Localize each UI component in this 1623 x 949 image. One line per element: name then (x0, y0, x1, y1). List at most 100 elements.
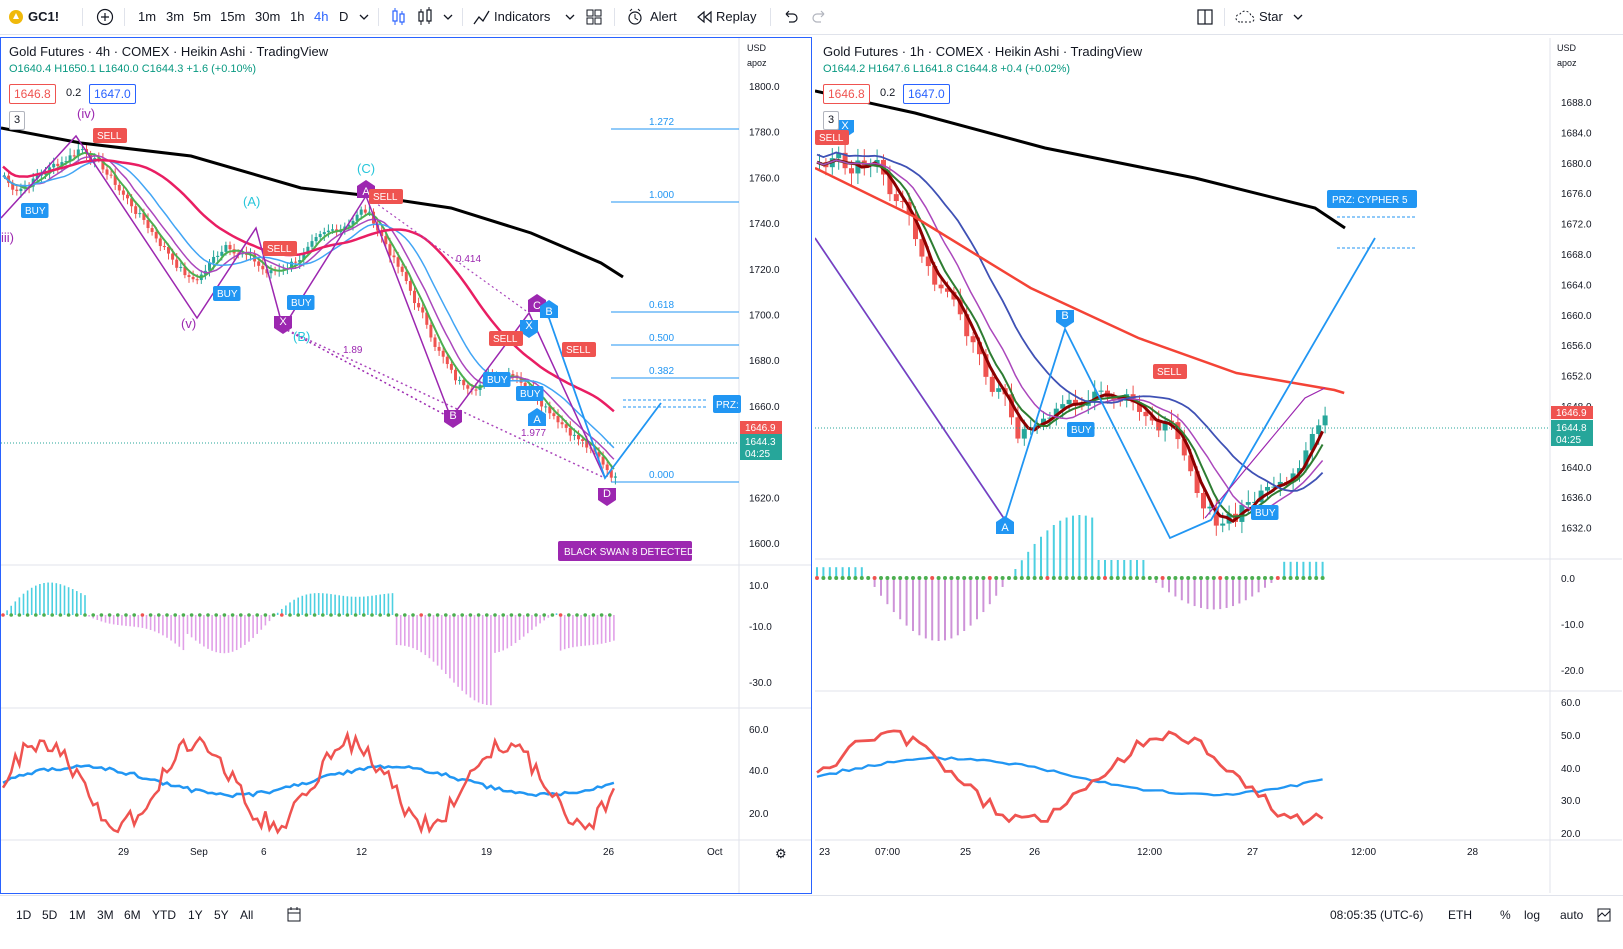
range-1D[interactable]: 1D (16, 908, 32, 922)
range-5Y[interactable]: 5Y (214, 908, 229, 922)
left-settings-icon[interactable]: ⚙ (775, 846, 787, 861)
timeframe-D[interactable]: D (339, 9, 349, 24)
left-indicator-count[interactable]: 3 (9, 111, 26, 130)
timeframe-4h[interactable]: 4h (314, 9, 329, 24)
clock-time[interactable]: 08:05:35 (UTC-6) (1330, 908, 1424, 922)
right-ma-green (816, 159, 1324, 518)
timeframe-1m[interactable]: 1m (138, 9, 157, 24)
left-osc-dot (542, 613, 546, 617)
add-symbol-icon[interactable] (96, 0, 114, 34)
left-sell-signal: SELL (566, 345, 591, 356)
left-point-X: X (279, 316, 287, 328)
left-osc-dot (157, 613, 161, 617)
indicators-icon[interactable] (472, 0, 490, 34)
date-range-icon[interactable] (286, 896, 302, 934)
left-candle (56, 163, 60, 167)
left-candle (183, 266, 187, 276)
auto-toggle[interactable]: auto (1560, 908, 1584, 922)
left-candle (76, 149, 80, 156)
right-osc-dot (834, 576, 839, 580)
left-candle (380, 230, 384, 237)
chart-type-icon[interactable] (416, 0, 434, 34)
range-YTD[interactable]: YTD (152, 908, 176, 922)
right-candle (855, 160, 861, 174)
left-candle (343, 226, 347, 230)
range-All[interactable]: All (240, 908, 254, 922)
right-candle (1041, 418, 1046, 425)
left-candle (466, 385, 470, 389)
templates-icon[interactable] (585, 0, 603, 34)
cloud-icon[interactable] (1234, 0, 1256, 34)
left-ask-box[interactable]: 1647.0 (89, 84, 136, 104)
left-osc-dot (75, 613, 79, 617)
right-ask-box[interactable]: 1647.0 (903, 84, 950, 104)
timeframe-dropdown-icon[interactable] (358, 0, 370, 34)
right-osc-dot (1192, 576, 1197, 580)
right-rsi-tick: 60.0 (1561, 698, 1581, 709)
range-3M[interactable]: 3M (97, 908, 114, 922)
left-osc-dot (476, 613, 481, 617)
right-bid-box[interactable]: 1646.8 (823, 84, 870, 104)
left-osc-tick: -10.0 (749, 622, 772, 633)
symbol-search[interactable]: GC1! (28, 9, 60, 24)
left-candle (64, 161, 68, 163)
replay-icon[interactable] (696, 0, 712, 34)
right-osc-dot (975, 576, 979, 580)
left-candle (191, 276, 195, 280)
left-candle (302, 252, 306, 261)
timeframe-5m[interactable]: 5m (193, 9, 212, 24)
left-rsi-tick: 40.0 (749, 766, 769, 777)
left-scale-mode: apoz (747, 58, 767, 68)
candles-icon[interactable] (390, 0, 406, 34)
right-price-tick: 1668.0 (1561, 250, 1592, 261)
scale-settings-icon[interactable] (1596, 896, 1612, 934)
right-osc-dot (994, 576, 999, 580)
chart-type-dropdown-icon[interactable] (442, 0, 454, 34)
star-layout-name[interactable]: Star (1259, 9, 1283, 24)
right-chart-canvas[interactable]: USD apoz 1688.0 1684.0 1680.0 1676.0 1672.0 166… (815, 38, 1623, 894)
timeframe-3m[interactable]: 3m (166, 9, 185, 24)
right-candle (1303, 450, 1309, 469)
range-6M[interactable]: 6M (124, 908, 141, 922)
right-chart-ohlc: O1644.2 H1647.6 L1641.8 C1644.8 +0.4 (+0… (823, 63, 1071, 75)
right-sell-signal: SELL (819, 133, 844, 144)
left-candle (511, 374, 515, 376)
undo-icon[interactable] (782, 0, 798, 34)
left-date-tick: Oct (707, 847, 723, 858)
timeframe-1h[interactable]: 1h (290, 9, 305, 24)
range-5D[interactable]: 5D (42, 908, 58, 922)
left-rsi-blue (2, 764, 615, 799)
indicators-dropdown-icon[interactable] (564, 0, 576, 34)
range-1M[interactable]: 1M (69, 908, 86, 922)
left-bid-box[interactable]: 1646.8 (9, 84, 56, 104)
left-fib-label: 0.500 (649, 333, 674, 344)
layout-icon[interactable] (1196, 0, 1214, 34)
right-candle (1149, 416, 1155, 421)
right-chart-pane[interactable]: USD apoz 1688.0 1684.0 1680.0 1676.0 1672.0 166… (814, 37, 1623, 894)
left-fib-label: 1.272 (649, 117, 674, 128)
left-candle (613, 476, 617, 478)
left-osc-dot (206, 613, 210, 617)
right-indicator-count[interactable]: 3 (823, 111, 840, 130)
percent-toggle[interactable]: % (1500, 908, 1511, 922)
replay-button[interactable]: Replay (716, 9, 757, 24)
left-chart-pane[interactable]: USD apoz 1800.0 1780.0 1760.0 1740.0 1720.0 170… (0, 37, 812, 894)
right-candle (989, 376, 995, 392)
log-toggle[interactable]: log (1524, 908, 1541, 922)
indicators-button[interactable]: Indicators (494, 9, 551, 24)
right-osc-dot (1218, 576, 1223, 580)
timeframe-15m[interactable]: 15m (220, 9, 246, 24)
redo-icon[interactable] (812, 0, 828, 34)
left-osc-dot (378, 613, 383, 617)
alert-icon[interactable] (626, 0, 644, 34)
layout-dropdown-icon[interactable] (1292, 0, 1304, 34)
range-1Y[interactable]: 1Y (188, 908, 203, 922)
left-osc-dot (337, 613, 342, 617)
alert-button[interactable]: Alert (650, 9, 677, 24)
timeframe-30m[interactable]: 30m (255, 9, 281, 24)
right-buy-signal: BUY (1255, 508, 1276, 519)
right-osc-dot (1007, 576, 1011, 580)
session-eth[interactable]: ETH (1448, 908, 1472, 922)
left-candle (224, 245, 228, 252)
left-chart-canvas[interactable]: USD apoz 1800.0 1780.0 1760.0 1740.0 1720.0 170… (1, 38, 812, 894)
